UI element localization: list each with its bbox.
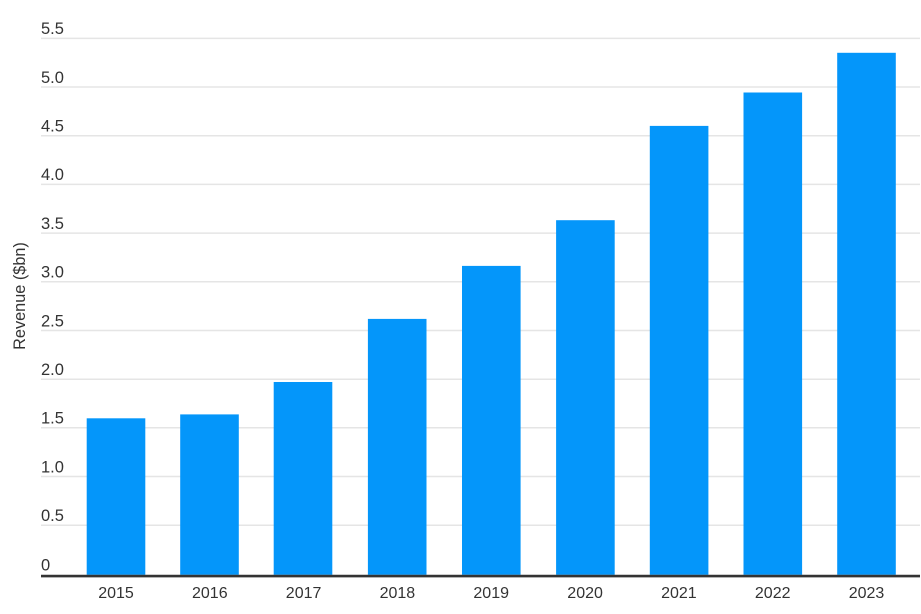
- svg-text:2019: 2019: [473, 585, 509, 602]
- svg-text:1.0: 1.0: [41, 458, 64, 476]
- svg-text:2022: 2022: [755, 585, 791, 602]
- svg-text:2.5: 2.5: [41, 312, 64, 330]
- svg-text:5.0: 5.0: [41, 69, 64, 87]
- svg-text:1.5: 1.5: [41, 410, 64, 428]
- svg-text:5.5: 5.5: [41, 20, 64, 38]
- svg-text:2018: 2018: [380, 585, 416, 602]
- svg-text:2020: 2020: [567, 585, 603, 602]
- svg-text:4.5: 4.5: [41, 118, 64, 136]
- svg-text:2.0: 2.0: [41, 361, 64, 379]
- svg-text:2023: 2023: [849, 585, 885, 602]
- svg-text:4.0: 4.0: [41, 166, 64, 184]
- svg-text:2017: 2017: [286, 585, 322, 602]
- svg-text:3.5: 3.5: [41, 215, 64, 233]
- svg-text:0.5: 0.5: [41, 507, 64, 525]
- svg-text:0: 0: [41, 556, 50, 574]
- svg-text:2015: 2015: [98, 585, 134, 602]
- svg-text:2021: 2021: [661, 585, 697, 602]
- svg-text:3.0: 3.0: [41, 264, 64, 282]
- svg-text:Revenue ($bn): Revenue ($bn): [11, 242, 29, 350]
- svg-text:2016: 2016: [192, 585, 228, 602]
